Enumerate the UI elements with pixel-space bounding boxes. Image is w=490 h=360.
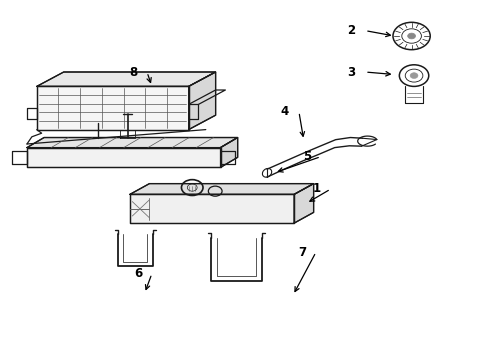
Text: 3: 3 (347, 66, 355, 78)
Text: 2: 2 (347, 24, 355, 37)
Circle shape (410, 73, 418, 78)
Polygon shape (37, 86, 189, 130)
Circle shape (408, 33, 416, 39)
Polygon shape (37, 72, 216, 86)
Polygon shape (27, 138, 238, 148)
Polygon shape (220, 138, 238, 167)
Polygon shape (294, 184, 314, 223)
Text: 1: 1 (313, 183, 321, 195)
Text: 4: 4 (281, 105, 289, 118)
Polygon shape (189, 72, 216, 130)
Polygon shape (27, 148, 220, 167)
Polygon shape (130, 194, 294, 223)
Polygon shape (130, 184, 314, 194)
Text: 5: 5 (303, 150, 311, 163)
Text: 8: 8 (129, 66, 137, 78)
Text: 6: 6 (134, 267, 142, 280)
Text: 7: 7 (298, 246, 306, 258)
